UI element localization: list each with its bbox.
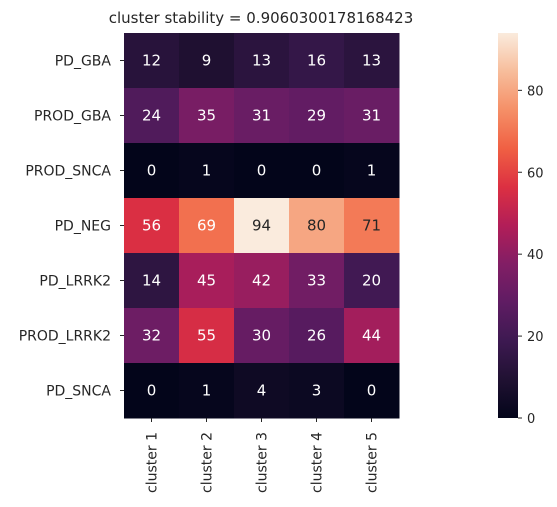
heatmap-cell	[289, 253, 345, 309]
heatmap-cell	[179, 363, 235, 419]
column-label: cluster 1	[145, 432, 161, 493]
row-labels: PD_GBA PROD_GBA PROD_SNCA PD_NEG PD_LRRK2 PRO…	[19, 54, 124, 400]
heatmap-cell	[234, 33, 290, 89]
colorbar	[498, 33, 518, 418]
cell-value: 71	[362, 217, 381, 235]
heatmap-cell	[124, 308, 180, 364]
heatmap-cell	[289, 88, 345, 144]
colorbar-ticks: 0 20 40 60 80	[518, 84, 544, 427]
heatmap-cell	[124, 363, 180, 419]
column-label: cluster 4	[310, 432, 326, 493]
cell-value: 3	[312, 382, 322, 400]
row-label: PD_GBA	[55, 54, 112, 70]
heatmap-cell	[289, 363, 345, 419]
heatmap-cell	[179, 143, 235, 199]
heatmap-cell	[179, 88, 235, 144]
cell-value: 31	[362, 107, 381, 125]
chart-title: cluster stability = 0.9060300178168423	[109, 9, 414, 27]
heatmap-cell	[344, 363, 400, 419]
cell-value: 32	[142, 327, 161, 345]
heatmap-cell	[289, 33, 345, 89]
cell-value: 56	[142, 217, 161, 235]
heatmap-cell	[234, 308, 290, 364]
cell-value: 55	[197, 327, 216, 345]
column-labels: cluster 1 cluster 2 cluster 3 cluster 4 clus…	[145, 418, 381, 493]
cell-value: 1	[202, 162, 212, 180]
heatmap-cell	[179, 308, 235, 364]
cell-value: 35	[197, 107, 216, 125]
cell-value: 9	[202, 52, 212, 70]
row-label: PROD_GBA	[34, 109, 111, 125]
cell-value: 94	[252, 217, 271, 235]
row-label: PROD_SNCA	[25, 164, 111, 180]
column-label: cluster 3	[255, 432, 271, 493]
colorbar-tick-label: 0	[527, 412, 535, 427]
cell-value: 0	[147, 162, 157, 180]
cell-value: 20	[362, 272, 381, 290]
cell-value: 44	[362, 327, 381, 345]
cell-value: 26	[307, 327, 326, 345]
cell-value: 0	[367, 382, 377, 400]
heatmap-cell	[234, 88, 290, 144]
heatmap-cell	[124, 143, 180, 199]
row-label: PD_LRRK2	[39, 274, 111, 290]
heatmap-cell	[344, 308, 400, 364]
row-label: PROD_LRRK2	[19, 329, 111, 345]
cell-value: 24	[142, 107, 161, 125]
colorbar-tick-label: 60	[527, 166, 544, 181]
cell-value: 69	[197, 217, 216, 235]
heatmap-cell	[289, 308, 345, 364]
heatmap-cell	[289, 198, 345, 254]
cell-value: 30	[252, 327, 271, 345]
column-label: cluster 2	[200, 432, 216, 493]
cell-value: 12	[142, 52, 161, 70]
cell-value: 14	[142, 272, 161, 290]
heatmap-cell	[234, 253, 290, 309]
colorbar-tick-label: 20	[527, 330, 544, 345]
heatmap-cell	[179, 198, 235, 254]
cell-value: 1	[367, 162, 377, 180]
cell-value: 0	[147, 382, 157, 400]
heatmap-cell	[344, 88, 400, 144]
cell-value: 45	[197, 272, 216, 290]
heatmap-cell	[179, 33, 235, 89]
cell-value: 42	[252, 272, 271, 290]
heatmap-cell	[344, 33, 400, 89]
cell-value: 33	[307, 272, 326, 290]
heatmap-cell	[234, 143, 290, 199]
colorbar-tick-label: 80	[527, 84, 544, 99]
heatmap-cell	[124, 88, 180, 144]
heatmap-cell	[344, 143, 400, 199]
heatmap-cell	[289, 143, 345, 199]
row-label: PD_SNCA	[46, 384, 111, 400]
heatmap-cell	[344, 198, 400, 254]
cell-value: 16	[307, 52, 326, 70]
cell-value: 80	[307, 217, 326, 235]
heatmap-cell	[344, 253, 400, 309]
heatmap-cell	[124, 33, 180, 89]
heatmap-cell	[234, 363, 290, 419]
heatmap-cell	[179, 253, 235, 309]
heatmap-cell	[124, 198, 180, 254]
heatmap-cell	[124, 253, 180, 309]
cell-value: 0	[312, 162, 322, 180]
cell-value: 31	[252, 107, 271, 125]
colorbar-tick-label: 40	[527, 248, 544, 263]
cell-value: 0	[257, 162, 267, 180]
cell-value: 13	[252, 52, 271, 70]
cell-value: 13	[362, 52, 381, 70]
cell-value: 4	[257, 382, 267, 400]
column-label: cluster 5	[365, 432, 381, 493]
cell-value: 1	[202, 382, 212, 400]
heatmap-cell	[234, 198, 290, 254]
row-label: PD_NEG	[55, 219, 111, 235]
cell-value: 29	[307, 107, 326, 125]
